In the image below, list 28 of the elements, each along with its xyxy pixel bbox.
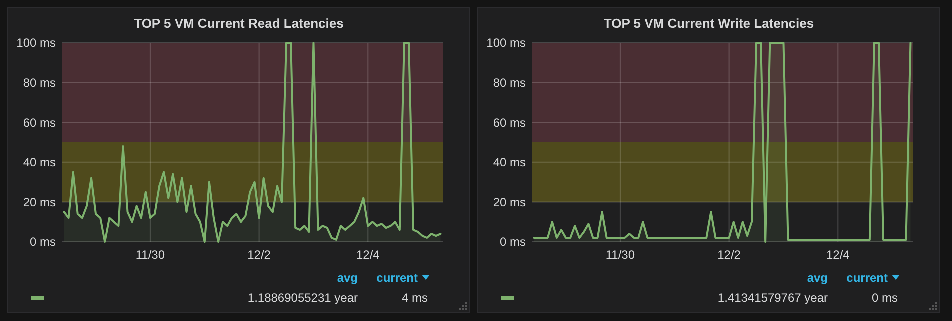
y-tick-label: 40 ms xyxy=(493,156,526,170)
chart-title: TOP 5 VM Current Write Latencies xyxy=(604,16,814,31)
text: 4 ms xyxy=(402,291,428,306)
text: avg xyxy=(807,271,828,286)
y-tick-label: 0 ms xyxy=(30,235,56,250)
y-tick-label: 60 ms xyxy=(23,116,56,130)
y-tick-label: 80 ms xyxy=(493,76,526,90)
x-tick-label: 11/30 xyxy=(136,248,166,262)
text: 0 ms xyxy=(872,291,898,306)
y-tick-label: 40 ms xyxy=(23,156,56,170)
text: current xyxy=(376,271,418,286)
text: 1.18869055231 year xyxy=(248,291,358,306)
text: 1.41341579767 year xyxy=(718,291,828,306)
y-tick-label: 60 ms xyxy=(493,116,526,130)
text: current xyxy=(846,271,888,286)
y-tick-label: 20 ms xyxy=(23,195,56,210)
text: avg xyxy=(337,271,358,286)
x-tick-label: 12/2 xyxy=(248,248,272,262)
y-tick-label: 20 ms xyxy=(493,195,526,210)
x-tick-label: 11/30 xyxy=(606,248,636,262)
x-tick-label: 12/4 xyxy=(356,248,380,262)
x-tick-label: 12/4 xyxy=(826,248,850,262)
x-tick-label: 12/2 xyxy=(718,248,742,262)
chart-title: TOP 5 VM Current Read Latencies xyxy=(134,16,344,31)
y-tick-label: 80 ms xyxy=(23,76,56,90)
y-tick-label: 100 ms xyxy=(486,36,526,50)
y-tick-label: 0 ms xyxy=(500,235,526,250)
y-tick-label: 100 ms xyxy=(16,36,56,50)
